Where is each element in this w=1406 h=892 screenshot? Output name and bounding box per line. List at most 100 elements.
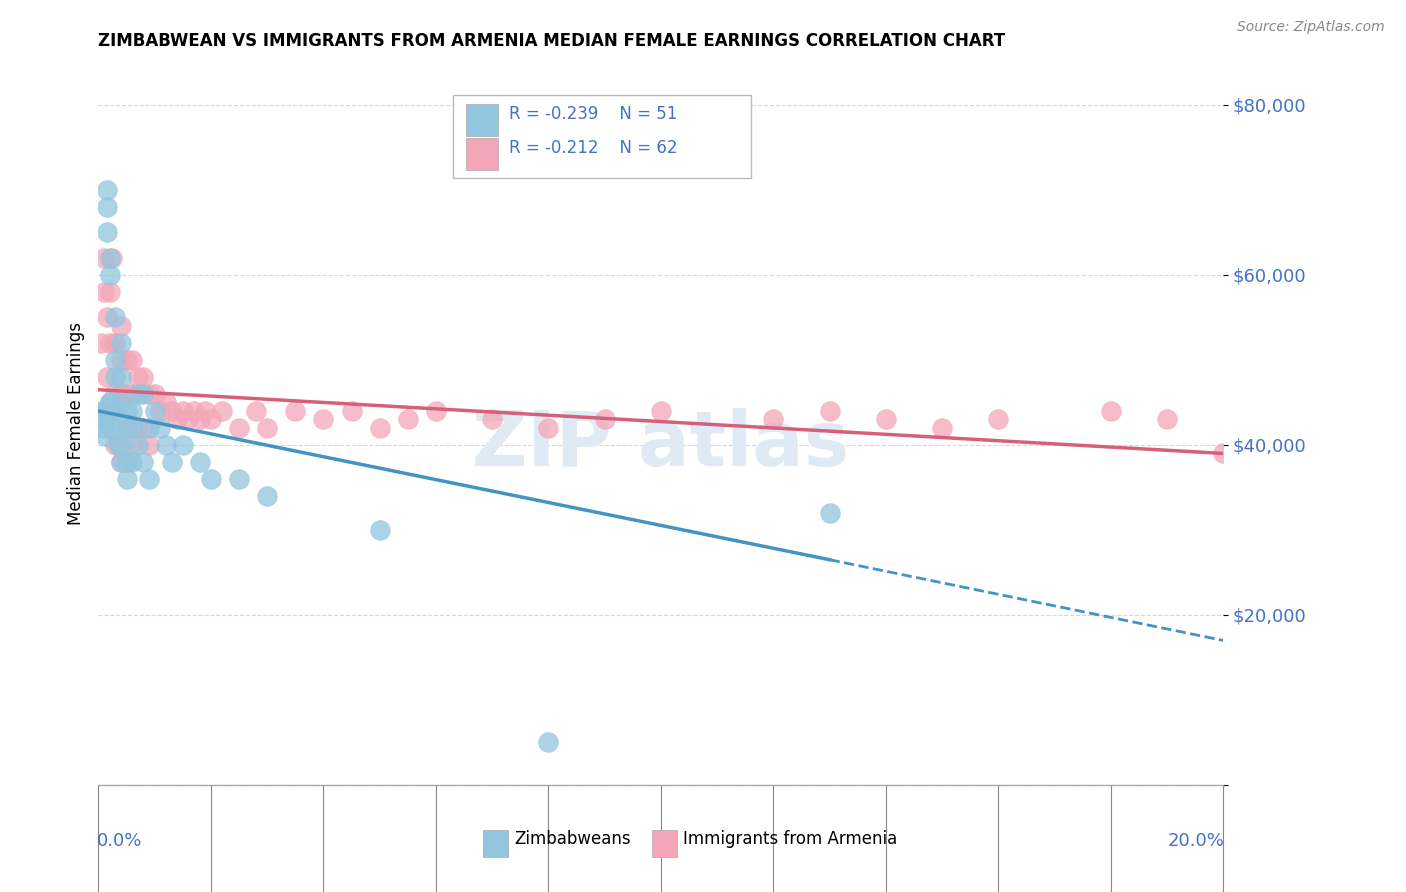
- Text: Source: ZipAtlas.com: Source: ZipAtlas.com: [1237, 20, 1385, 34]
- Point: [94, 429, 117, 443]
- Point: [138, 472, 160, 486]
- Point: [96, 200, 118, 214]
- Point: [104, 387, 127, 401]
- Point: [138, 438, 160, 452]
- Point: [110, 395, 132, 409]
- Point: [1156, 412, 1178, 426]
- Point: [1212, 446, 1234, 460]
- Point: [149, 421, 172, 435]
- Bar: [467, 104, 498, 136]
- Point: [115, 387, 138, 401]
- Point: [104, 353, 127, 368]
- Text: R = -0.239    N = 51: R = -0.239 N = 51: [509, 105, 678, 123]
- Point: [425, 404, 447, 418]
- Point: [245, 404, 267, 418]
- Point: [93, 251, 115, 265]
- Point: [115, 455, 138, 469]
- Point: [101, 251, 124, 265]
- Point: [368, 421, 391, 435]
- Point: [228, 421, 250, 435]
- Point: [98, 251, 121, 265]
- Point: [166, 412, 188, 426]
- Bar: [484, 830, 508, 857]
- Point: [115, 421, 138, 435]
- Y-axis label: Median Female Earnings: Median Female Earnings: [66, 322, 84, 525]
- Point: [93, 404, 115, 418]
- Point: [132, 370, 155, 384]
- Point: [110, 318, 132, 333]
- Point: [155, 395, 177, 409]
- Point: [368, 523, 391, 537]
- Point: [96, 370, 118, 384]
- Point: [115, 421, 138, 435]
- Point: [256, 421, 278, 435]
- Text: Zimbabweans: Zimbabweans: [515, 830, 631, 848]
- Text: ZIP atlas: ZIP atlas: [472, 409, 849, 483]
- Point: [98, 404, 121, 418]
- Point: [396, 412, 419, 426]
- Point: [98, 395, 121, 409]
- Point: [90, 404, 112, 418]
- Point: [132, 387, 155, 401]
- Point: [115, 455, 138, 469]
- Point: [593, 412, 616, 426]
- Point: [105, 421, 128, 435]
- Point: [121, 404, 143, 418]
- Point: [987, 412, 1010, 426]
- Point: [172, 438, 194, 452]
- Point: [132, 455, 155, 469]
- Point: [110, 455, 132, 469]
- Point: [160, 455, 183, 469]
- Point: [149, 404, 172, 418]
- Point: [115, 472, 138, 486]
- Point: [200, 472, 222, 486]
- Point: [1099, 404, 1122, 418]
- Point: [93, 421, 115, 435]
- Point: [101, 421, 124, 435]
- Point: [132, 421, 155, 435]
- Point: [931, 421, 953, 435]
- Point: [90, 335, 112, 350]
- Point: [256, 489, 278, 503]
- Point: [110, 335, 132, 350]
- Point: [537, 735, 560, 749]
- FancyBboxPatch shape: [453, 95, 751, 178]
- Point: [650, 404, 672, 418]
- Point: [762, 412, 785, 426]
- Point: [127, 438, 149, 452]
- Point: [104, 335, 127, 350]
- Point: [110, 353, 132, 368]
- Point: [107, 438, 129, 452]
- Point: [127, 387, 149, 401]
- Point: [121, 387, 143, 401]
- Point: [98, 268, 121, 282]
- Text: ZIMBABWEAN VS IMMIGRANTS FROM ARMENIA MEDIAN FEMALE EARNINGS CORRELATION CHART: ZIMBABWEAN VS IMMIGRANTS FROM ARMENIA ME…: [98, 32, 1005, 50]
- Point: [127, 370, 149, 384]
- Point: [110, 387, 132, 401]
- Point: [312, 412, 335, 426]
- Point: [94, 412, 117, 426]
- Point: [98, 335, 121, 350]
- Point: [818, 404, 841, 418]
- Point: [188, 412, 211, 426]
- Point: [143, 404, 166, 418]
- Point: [121, 353, 143, 368]
- Point: [110, 438, 132, 452]
- Point: [194, 404, 217, 418]
- Point: [98, 395, 121, 409]
- Point: [91, 412, 114, 426]
- Point: [183, 404, 205, 418]
- Point: [155, 438, 177, 452]
- Point: [481, 412, 503, 426]
- Point: [818, 506, 841, 520]
- Point: [104, 404, 127, 418]
- Point: [93, 285, 115, 299]
- Text: 20.0%: 20.0%: [1167, 832, 1225, 850]
- Point: [200, 412, 222, 426]
- Point: [284, 404, 307, 418]
- Point: [188, 455, 211, 469]
- Point: [138, 387, 160, 401]
- Point: [96, 310, 118, 325]
- Point: [875, 412, 897, 426]
- Point: [115, 404, 138, 418]
